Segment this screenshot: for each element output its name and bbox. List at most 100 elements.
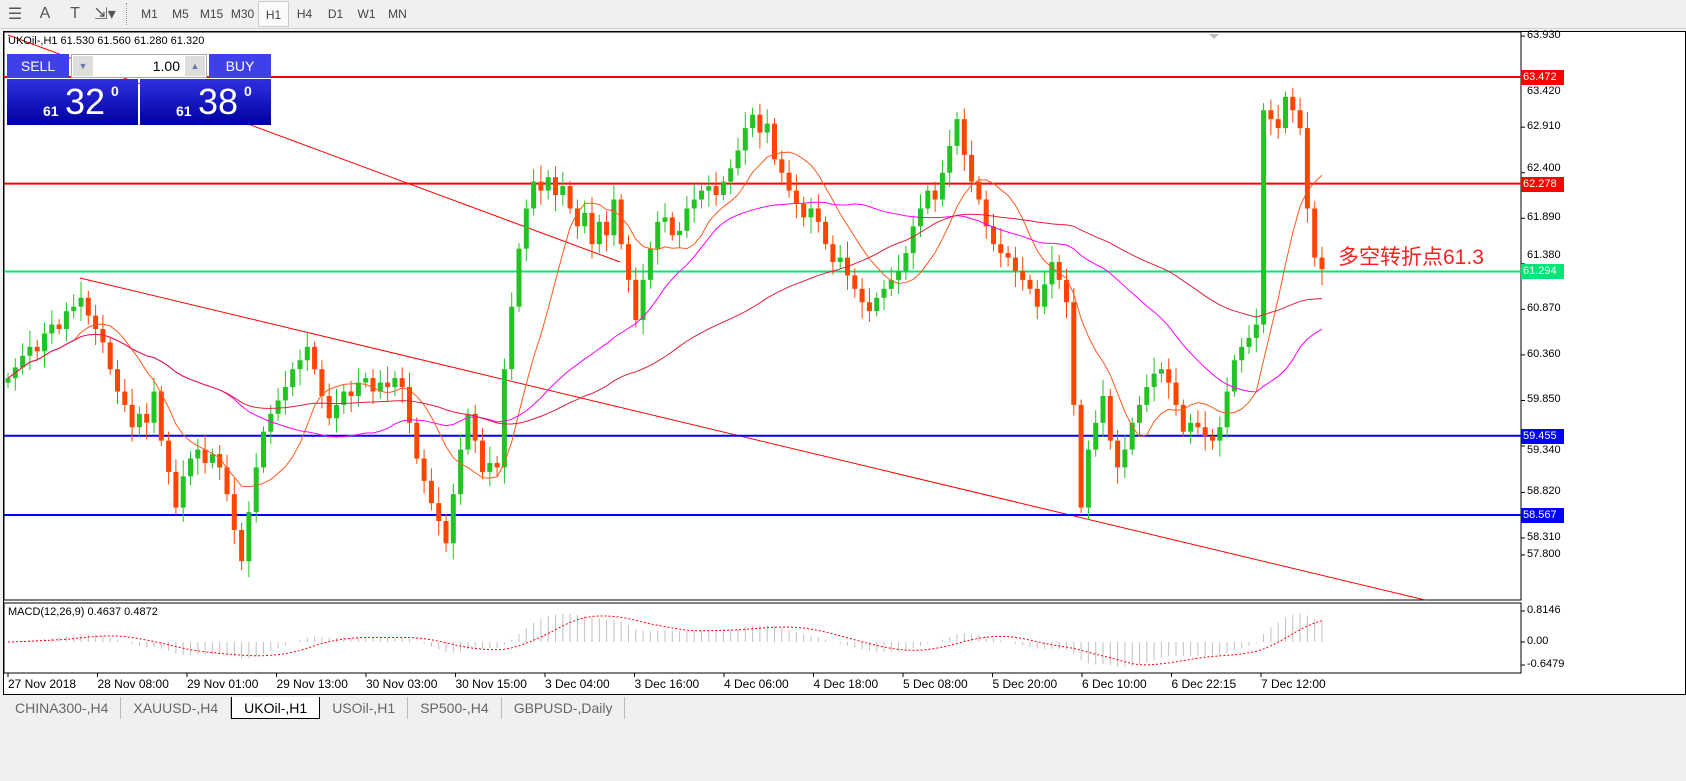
timeframe-m30[interactable]: M30 bbox=[230, 7, 255, 21]
candle-bearish bbox=[633, 279, 639, 321]
decrease-lot-icon[interactable]: ▼ bbox=[73, 56, 93, 76]
tab-usoil[interactable]: USOil-,H1 bbox=[320, 697, 409, 719]
arrows-icon[interactable]: ⇲▾ bbox=[94, 6, 116, 23]
candle-bullish bbox=[684, 208, 690, 231]
macd-signal-line bbox=[7, 615, 1323, 666]
tab-gbpusd[interactable]: GBPUSD-,Daily bbox=[502, 697, 626, 719]
candle-bearish bbox=[757, 114, 763, 133]
candle-bearish bbox=[772, 123, 777, 160]
price-tick-label: 63.930 bbox=[1527, 29, 1561, 42]
candle-bullish bbox=[881, 288, 887, 298]
period-separator-icon[interactable]: ☰ bbox=[7, 6, 23, 23]
time-label: 5 Dec 20:00 bbox=[992, 677, 1058, 691]
ma-mid-line bbox=[7, 201, 1323, 438]
lot-size-input[interactable] bbox=[94, 56, 184, 76]
candle-bullish bbox=[1100, 395, 1106, 423]
candle-bearish bbox=[56, 324, 62, 330]
candle-bullish bbox=[1246, 337, 1252, 347]
level-price-badge: 62.278 bbox=[1521, 176, 1564, 192]
timeframe-m1[interactable]: M1 bbox=[141, 7, 158, 21]
candle-bullish bbox=[78, 297, 84, 307]
candle-bullish bbox=[582, 212, 588, 227]
candle-bullish bbox=[874, 297, 880, 312]
tab-sp500[interactable]: SP500-,H4 bbox=[408, 697, 502, 719]
symbol-info: UKOil-,H1 61.530 61.560 61.280 61.320 bbox=[8, 35, 205, 47]
timeframe-d1[interactable]: D1 bbox=[327, 7, 344, 21]
time-label: 5 Dec 08:00 bbox=[903, 677, 968, 691]
level-price-badge: 61.294 bbox=[1521, 264, 1564, 280]
level-price-badge: 58.567 bbox=[1521, 508, 1564, 524]
candle-bullish bbox=[910, 226, 916, 254]
time-label: 29 Nov 13:00 bbox=[276, 677, 348, 691]
chart-tabs: CHINA300-,H4 XAUUSD-,H4 UKOil-,H1 USOil-… bbox=[0, 697, 1686, 720]
candle-bullish bbox=[560, 186, 566, 196]
candle-bullish bbox=[180, 476, 186, 508]
sell-price-big-figure: 61 bbox=[43, 103, 59, 119]
buy-button[interactable]: BUY bbox=[209, 54, 271, 78]
time-label: 3 Dec 16:00 bbox=[634, 677, 700, 691]
price-tick-label: 61.380 bbox=[1527, 249, 1561, 262]
candle-bearish bbox=[1180, 404, 1186, 432]
tab-ukoil[interactable]: UKOil-,H1 bbox=[231, 697, 321, 719]
candle-bearish bbox=[604, 221, 610, 236]
text-icon[interactable]: A bbox=[39, 5, 51, 22]
candle-bullish bbox=[531, 181, 537, 209]
sell-price-digits: 32 bbox=[65, 81, 106, 122]
tab-china300[interactable]: CHINA300-,H4 bbox=[3, 697, 122, 719]
candle-bearish bbox=[1020, 270, 1026, 280]
candle-bullish bbox=[282, 387, 288, 401]
timeframe-m5[interactable]: M5 bbox=[172, 7, 189, 21]
candle-bullish bbox=[1158, 369, 1164, 374]
candle-bearish bbox=[436, 503, 442, 521]
candle-bearish bbox=[217, 454, 223, 468]
candle-bearish bbox=[567, 186, 573, 209]
candle-bearish bbox=[34, 346, 40, 352]
candle-bearish bbox=[801, 203, 807, 218]
trendline-lower bbox=[79, 277, 1426, 601]
candle-bullish bbox=[209, 454, 215, 463]
candle-bearish bbox=[173, 471, 179, 508]
timeframe-h4[interactable]: H4 bbox=[296, 7, 313, 21]
buy-price[interactable]: 61 38 0 bbox=[140, 79, 271, 125]
candle-bearish bbox=[618, 199, 624, 245]
candle-bullish bbox=[136, 413, 142, 428]
candle-bullish bbox=[1144, 387, 1150, 405]
candle-bullish bbox=[896, 270, 902, 280]
timeframe-w1[interactable]: W1 bbox=[357, 7, 376, 21]
text-label-icon[interactable]: T bbox=[70, 5, 80, 22]
sell-price[interactable]: 61 32 0 bbox=[7, 79, 138, 125]
lot-size-stepper[interactable]: ▼ ▲ bbox=[71, 54, 207, 78]
candle-bullish bbox=[720, 181, 726, 196]
candle-bullish bbox=[1137, 404, 1142, 423]
candle-bullish bbox=[728, 168, 734, 182]
candle-bearish bbox=[1107, 395, 1113, 441]
candle-bearish bbox=[823, 221, 829, 245]
candle-bearish bbox=[144, 413, 150, 423]
candle-bullish bbox=[1253, 324, 1259, 338]
price-tick-label: 60.870 bbox=[1527, 302, 1561, 315]
candle-bearish bbox=[224, 467, 230, 495]
candle-bearish bbox=[1304, 128, 1310, 209]
candle-bearish bbox=[385, 382, 391, 388]
timeframe-h1[interactable]: H1 bbox=[258, 1, 289, 27]
candle-bearish bbox=[312, 346, 318, 370]
candle-bullish bbox=[1188, 422, 1194, 432]
sell-button[interactable]: SELL bbox=[7, 54, 69, 78]
macd-tick-label: -0.6479 bbox=[1527, 658, 1565, 670]
candle-bearish bbox=[122, 391, 128, 405]
timeframe-mn[interactable]: MN bbox=[388, 7, 407, 21]
chart-window[interactable] bbox=[3, 31, 1686, 695]
tab-xauusd[interactable]: XAUUSD-,H4 bbox=[121, 697, 232, 719]
candle-bullish bbox=[837, 257, 843, 263]
candle-bearish bbox=[1166, 369, 1172, 383]
candle-bearish bbox=[991, 226, 996, 245]
candle-bullish bbox=[947, 145, 953, 173]
candle-bullish bbox=[450, 494, 456, 544]
increase-lot-icon[interactable]: ▲ bbox=[185, 56, 205, 76]
candle-bullish bbox=[487, 462, 493, 472]
candle-bullish bbox=[1231, 360, 1237, 392]
candle-bearish bbox=[1071, 302, 1077, 405]
timeframe-m15[interactable]: M15 bbox=[199, 7, 224, 21]
chart-annotation[interactable]: 多空转折点61.3 bbox=[1338, 246, 1484, 269]
